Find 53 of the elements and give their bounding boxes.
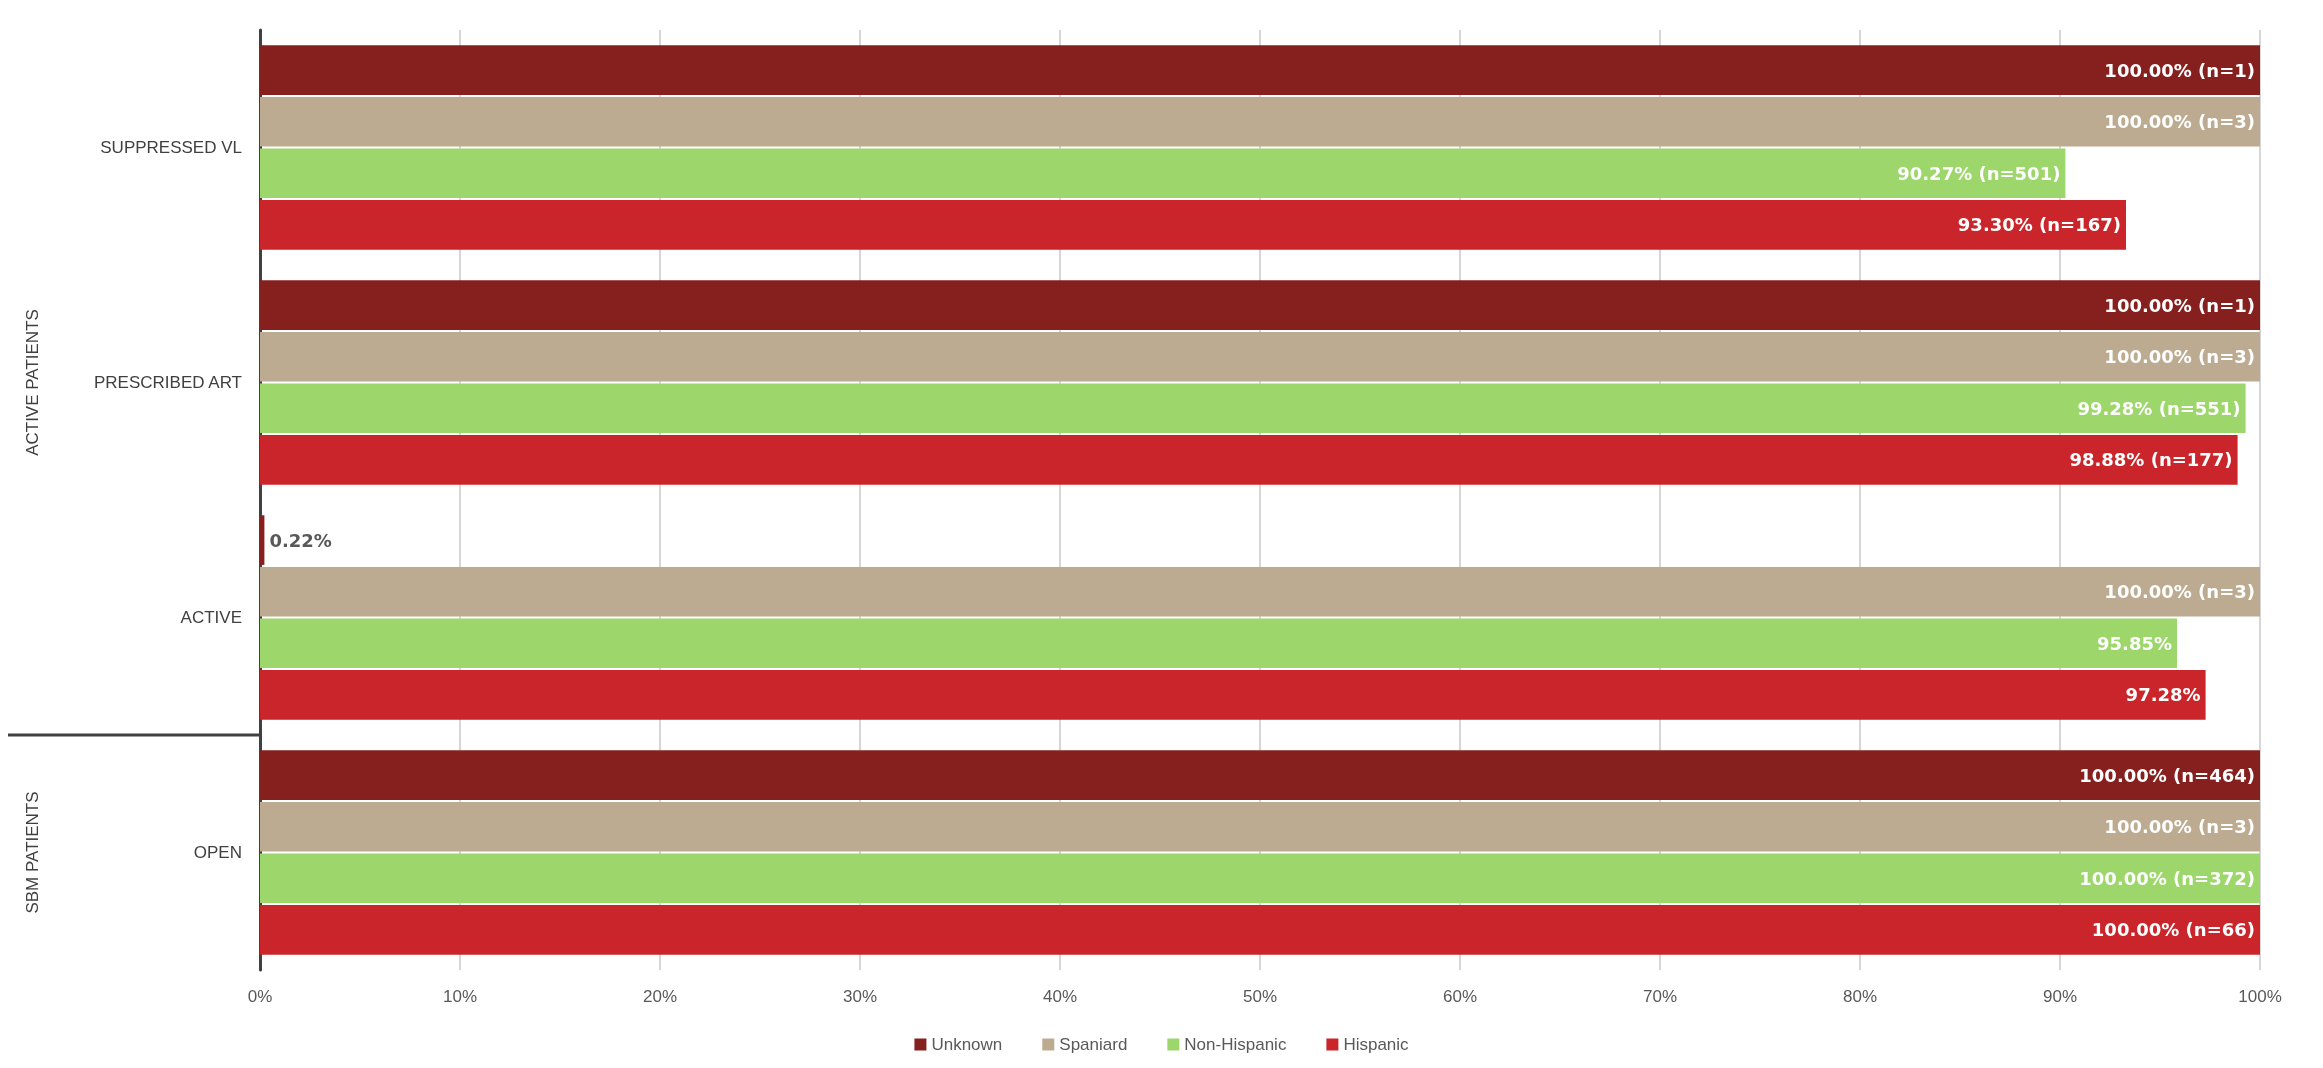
bar — [260, 853, 2260, 904]
text: SBM PATIENTS — [22, 791, 42, 914]
bar — [260, 45, 2260, 95]
bar — [260, 280, 2260, 330]
x-tick-label: 100% — [2238, 987, 2282, 1006]
data-label: 97.28% — [2125, 684, 2201, 706]
y-tick-label: OPEN — [193, 843, 242, 862]
x-tick-label: 90% — [2042, 987, 2078, 1006]
y-tick-label: SUPPRESSED VL — [100, 138, 242, 157]
data-label: 93.30% (n=167) — [1957, 214, 2121, 236]
data-label: 100.00% (n=66) — [2091, 919, 2255, 941]
text: ACTIVE PATIENTS — [22, 309, 42, 456]
bar — [260, 750, 2260, 800]
x-tick-label: 0% — [247, 987, 273, 1006]
data-label: 98.88% (n=177) — [2069, 449, 2233, 471]
data-label: 100.00% (n=1) — [2104, 294, 2255, 316]
x-tick-label: 80% — [1842, 987, 1878, 1006]
bar — [260, 515, 265, 565]
x-tick-label: 60% — [1442, 987, 1478, 1006]
bar — [260, 383, 2246, 434]
data-label: 100.00% (n=372) — [2079, 867, 2255, 889]
legend-label: Hispanic — [1343, 1035, 1410, 1054]
legend-label: Spaniard — [1059, 1035, 1128, 1054]
legend-label: Non-Hispanic — [1184, 1035, 1287, 1054]
bar — [260, 801, 2260, 852]
data-label: 100.00% (n=3) — [2104, 581, 2255, 603]
bar — [260, 331, 2260, 382]
data-label: 0.22% — [269, 529, 332, 551]
legend-label: Unknown — [931, 1035, 1003, 1054]
data-label: 90.27% (n=501) — [1897, 162, 2061, 184]
data-label: 100.00% (n=3) — [2104, 346, 2255, 368]
bar — [260, 96, 2260, 147]
y-tick-label: PRESCRIBED ART — [93, 373, 242, 392]
bar — [260, 905, 2260, 955]
x-tick-label: 10% — [442, 987, 478, 1006]
data-label: 100.00% (n=1) — [2104, 59, 2255, 81]
bar — [260, 618, 2177, 669]
data-label: 99.28% (n=551) — [2077, 397, 2241, 419]
bar — [260, 148, 2066, 199]
x-tick-label: 50% — [1242, 987, 1278, 1006]
x-tick-label: 20% — [642, 987, 678, 1006]
x-tick-label: 30% — [842, 987, 878, 1006]
data-label: 100.00% (n=3) — [2104, 111, 2255, 133]
x-tick-label: 70% — [1642, 987, 1678, 1006]
data-label: 100.00% (n=3) — [2104, 816, 2255, 838]
x-tick-label: 40% — [1042, 987, 1078, 1006]
bar — [260, 670, 2206, 720]
bar — [260, 435, 2238, 485]
y-tick-label: ACTIVE — [180, 608, 242, 627]
bar — [260, 566, 2260, 617]
bar — [260, 200, 2126, 250]
data-label: 95.85% — [2097, 632, 2172, 654]
data-label: 100.00% (n=464) — [2079, 764, 2255, 786]
